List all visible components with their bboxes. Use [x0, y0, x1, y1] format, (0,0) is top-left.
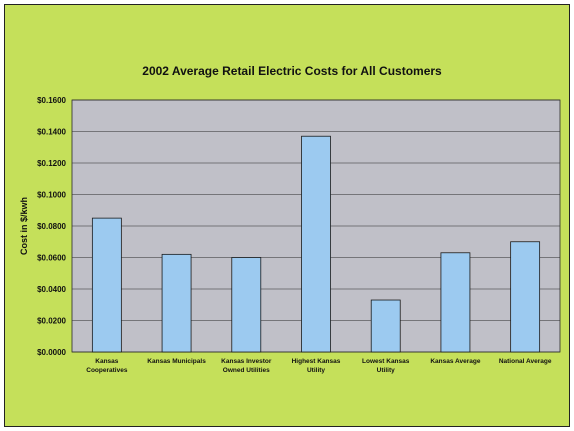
- bars: [91, 135, 541, 353]
- y-tick-label: $0.1000: [37, 191, 66, 200]
- y-tick-label: $0.0200: [37, 317, 66, 326]
- x-tick-label: Highest Kansas Utility: [292, 358, 341, 374]
- y-axis-ticks: $0.0000 $0.0200 $0.0400 $0.0600 $0.0800 $0.10…: [37, 96, 66, 357]
- y-tick-label: $0.0400: [37, 285, 66, 294]
- bar: [440, 252, 471, 353]
- bar: [91, 217, 122, 353]
- y-tick-label: $0.1400: [37, 128, 66, 137]
- bar: [510, 241, 541, 353]
- x-tick-label: National Average: [499, 358, 552, 365]
- y-tick-label: $0.0800: [37, 222, 66, 231]
- y-tick-label: $0.1200: [37, 159, 66, 168]
- y-axis-label: Cost in $/kwh: [19, 197, 29, 255]
- x-tick-label: Kansas Investor Owned Utilities: [221, 358, 272, 374]
- bar: [301, 135, 331, 353]
- bar: [161, 253, 192, 353]
- x-tick-label: Lowest Kansas Utility: [362, 358, 410, 374]
- x-axis-ticks: Kansas Cooperatives Kansas Municipals Kansa…: [86, 358, 552, 374]
- x-tick-label: Kansas Municipals: [147, 358, 206, 365]
- chart-title: 2002 Average Retail Electric Costs for A…: [142, 64, 442, 78]
- x-tick-label: Kansas Cooperatives: [86, 358, 128, 374]
- y-tick-label: $0.1600: [37, 96, 66, 105]
- bar: [370, 299, 401, 353]
- y-tick-label: $0.0600: [37, 254, 66, 263]
- bar: [231, 257, 262, 353]
- x-tick-label: Kansas Average: [430, 358, 480, 365]
- y-tick-label: $0.0000: [37, 348, 66, 357]
